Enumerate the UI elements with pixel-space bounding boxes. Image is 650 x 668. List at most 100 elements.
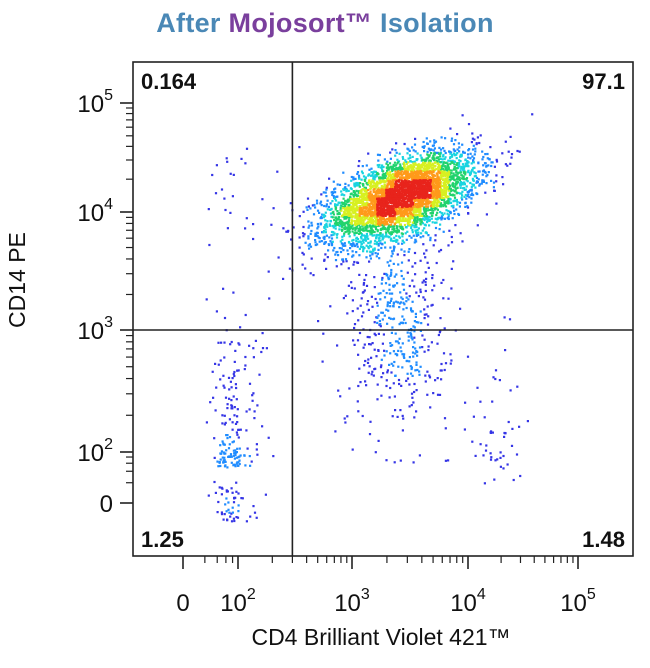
event-point xyxy=(383,223,386,226)
event-point xyxy=(454,199,457,202)
event-point xyxy=(213,437,216,440)
event-point xyxy=(369,192,372,195)
event-point xyxy=(402,277,405,280)
event-point xyxy=(466,160,469,163)
event-point xyxy=(340,204,343,207)
event-point xyxy=(404,183,407,186)
event-point xyxy=(412,212,415,215)
event-point xyxy=(375,194,378,197)
event-point xyxy=(403,356,406,359)
event-point xyxy=(321,213,324,216)
event-point xyxy=(429,208,433,211)
event-point xyxy=(376,205,379,208)
event-point xyxy=(410,367,413,371)
event-point xyxy=(469,152,472,155)
event-point xyxy=(445,184,448,187)
event-point xyxy=(399,193,402,196)
event-point xyxy=(236,447,239,450)
event-point xyxy=(391,415,394,418)
event-point xyxy=(392,209,396,213)
event-point xyxy=(350,175,353,179)
event-point xyxy=(418,196,421,199)
event-point xyxy=(252,223,255,226)
event-point xyxy=(404,232,407,235)
event-point xyxy=(423,182,426,185)
event-point xyxy=(404,179,407,182)
event-point xyxy=(437,190,441,193)
event-point xyxy=(434,182,437,185)
event-point xyxy=(416,199,419,202)
event-point xyxy=(375,220,378,223)
event-point xyxy=(381,174,384,177)
event-point xyxy=(208,243,211,247)
event-point xyxy=(419,166,422,169)
event-point xyxy=(440,193,443,196)
event-point xyxy=(252,237,255,241)
event-point xyxy=(414,369,417,372)
event-point xyxy=(350,286,353,289)
event-point xyxy=(389,305,392,308)
event-point xyxy=(233,374,236,378)
event-point xyxy=(404,217,407,220)
event-point xyxy=(374,223,377,226)
event-point xyxy=(444,151,447,155)
event-point xyxy=(401,182,404,185)
event-point xyxy=(347,225,350,228)
event-point xyxy=(351,244,354,248)
event-point xyxy=(233,360,236,363)
event-point xyxy=(412,346,415,349)
event-point xyxy=(381,189,384,192)
event-point xyxy=(374,213,377,216)
event-point xyxy=(443,193,446,196)
event-point xyxy=(473,138,476,141)
event-point xyxy=(369,254,372,257)
event-point xyxy=(397,167,400,170)
event-point xyxy=(424,168,427,171)
event-point xyxy=(376,207,379,210)
event-point xyxy=(409,372,413,375)
event-point xyxy=(338,201,341,204)
event-point xyxy=(361,165,364,168)
event-point xyxy=(387,176,390,179)
event-point xyxy=(350,215,353,218)
event-point xyxy=(378,319,381,323)
event-point xyxy=(432,164,435,167)
event-point xyxy=(253,410,256,413)
event-point xyxy=(386,212,389,215)
event-point xyxy=(384,282,388,285)
event-point xyxy=(410,236,413,239)
event-point xyxy=(394,154,397,157)
event-point xyxy=(316,243,319,246)
event-point xyxy=(406,189,409,192)
event-point xyxy=(406,152,409,155)
event-point xyxy=(312,213,316,216)
event-point xyxy=(362,175,366,178)
event-point xyxy=(414,170,417,173)
event-point xyxy=(364,193,367,196)
event-point xyxy=(362,212,365,215)
event-point xyxy=(415,321,418,324)
event-point xyxy=(473,153,476,156)
event-point xyxy=(422,185,425,188)
event-point xyxy=(355,219,358,222)
event-point xyxy=(426,205,429,208)
event-point xyxy=(349,212,352,215)
event-point xyxy=(395,227,398,230)
event-point xyxy=(385,188,388,191)
event-point xyxy=(441,155,445,158)
event-point xyxy=(325,203,328,206)
event-point xyxy=(395,190,398,193)
event-point xyxy=(458,201,462,204)
event-point xyxy=(448,199,451,202)
event-point xyxy=(466,194,469,197)
event-point xyxy=(415,410,418,413)
event-point xyxy=(405,379,408,382)
event-point xyxy=(474,186,477,189)
event-point xyxy=(363,364,366,367)
event-point xyxy=(356,400,359,403)
event-point xyxy=(436,188,440,191)
event-point xyxy=(301,263,304,266)
event-point xyxy=(395,218,398,221)
event-point xyxy=(373,248,376,251)
event-point xyxy=(379,205,382,208)
